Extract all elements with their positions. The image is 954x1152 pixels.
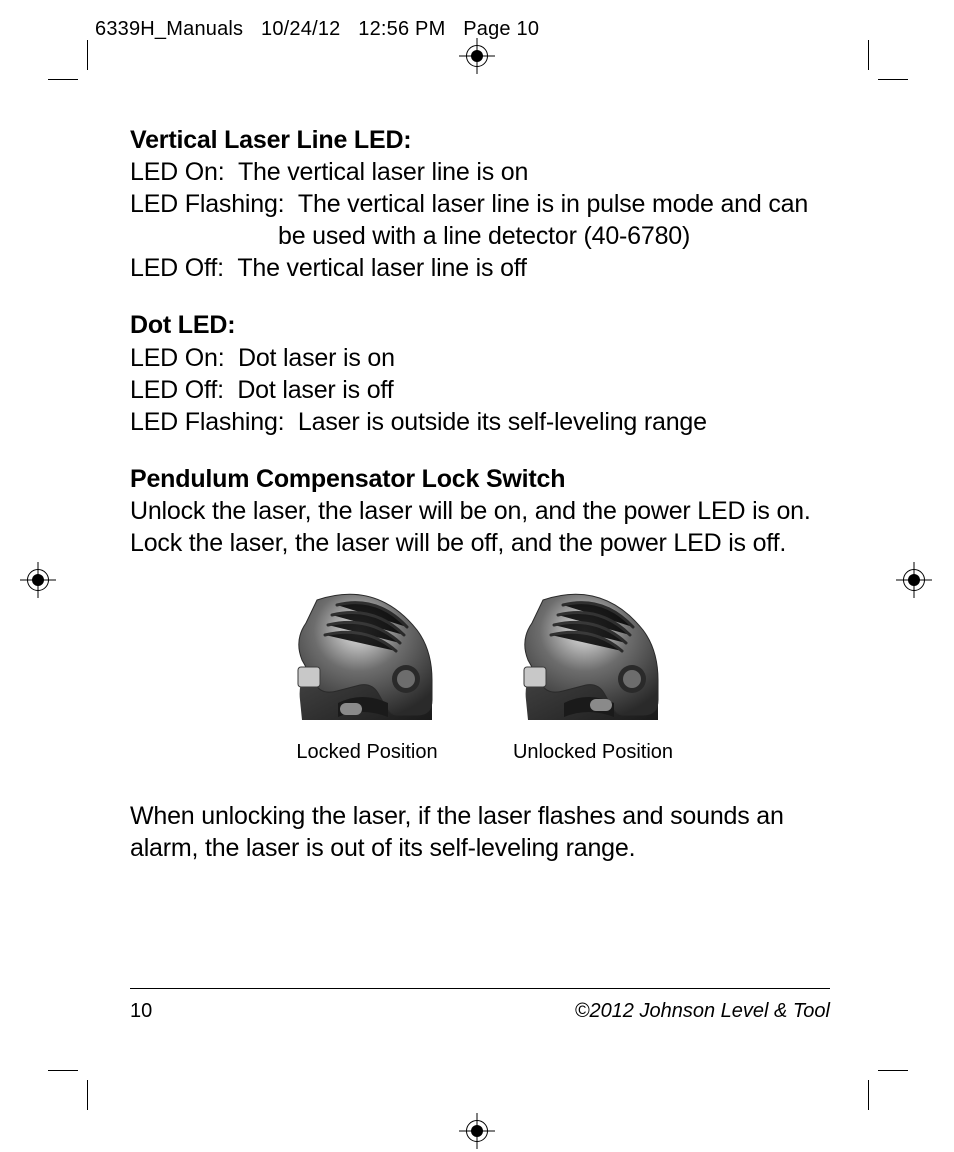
copyright: ©2012 Johnson Level & Tool [575,1000,830,1023]
section-heading: Vertical Laser Line LED: [130,125,830,156]
closing-paragraph: When unlocking the laser, if the laser f… [130,800,830,864]
registration-mark-icon [896,562,932,598]
section-vertical-laser: Vertical Laser Line LED: LED On: The ver… [130,125,830,284]
status-text: The vertical laser line is on [238,158,528,186]
status-text: Laser is outside its self-leveling range [298,408,707,436]
registration-mark-icon [20,562,56,598]
status-text: Dot laser is off [237,376,393,404]
slug-date: 10/24/12 [261,18,340,41]
device-unlocked-icon [508,585,678,735]
status-row: LED Flashing: Laser is outside its self-… [130,406,830,438]
section-heading: Pendulum Compensator Lock Switch [130,464,830,495]
status-row: LED Off: Dot laser is off [130,374,830,406]
crop-mark-icon [868,40,908,80]
page-number: 10 [130,1000,152,1023]
status-text: Dot laser is on [238,344,395,372]
figure-unlocked: Unlocked Position [498,585,688,764]
status-text: The vertical laser line is off [237,254,527,282]
registration-mark-icon [459,38,495,74]
section-pendulum-lock: Pendulum Compensator Lock Switch Unlock … [130,464,830,559]
figure-caption: Unlocked Position [498,741,688,764]
status-row: LED On: The vertical laser line is on [130,156,830,188]
footer-rule [130,988,830,989]
device-locked-icon [282,585,452,735]
page-content: Vertical Laser Line LED: LED On: The ver… [130,125,830,864]
figure-caption: Locked Position [272,741,462,764]
status-label: LED Flashing: [130,190,284,218]
status-text: The vertical laser line is in pulse mode… [278,190,808,250]
figure-row: Locked Position [130,585,830,764]
crop-mark-icon [868,1070,908,1110]
status-label: LED Off: [130,254,224,282]
slug-file: 6339H_Manuals [95,18,243,41]
status-row: LED On: Dot laser is on [130,342,830,374]
figure-locked: Locked Position [272,585,462,764]
status-label: LED Flashing: [130,408,284,436]
crop-mark-icon [48,1070,88,1110]
status-row: LED Flashing: The vertical laser line is… [130,188,830,252]
registration-mark-icon [459,1113,495,1149]
section-dot-led: Dot LED: LED On: Dot laser is on LED Off… [130,310,830,437]
section-heading: Dot LED: [130,310,830,341]
slug-time: 12:56 PM [358,18,445,41]
status-row: LED Off: The vertical laser line is off [130,252,830,284]
page-footer: 10 ©2012 Johnson Level & Tool [130,1000,830,1023]
status-label: LED On: [130,344,224,372]
crop-mark-icon [48,40,88,80]
status-label: LED Off: [130,376,224,404]
section-body: Unlock the laser, the laser will be on, … [130,495,830,559]
status-label: LED On: [130,158,224,186]
